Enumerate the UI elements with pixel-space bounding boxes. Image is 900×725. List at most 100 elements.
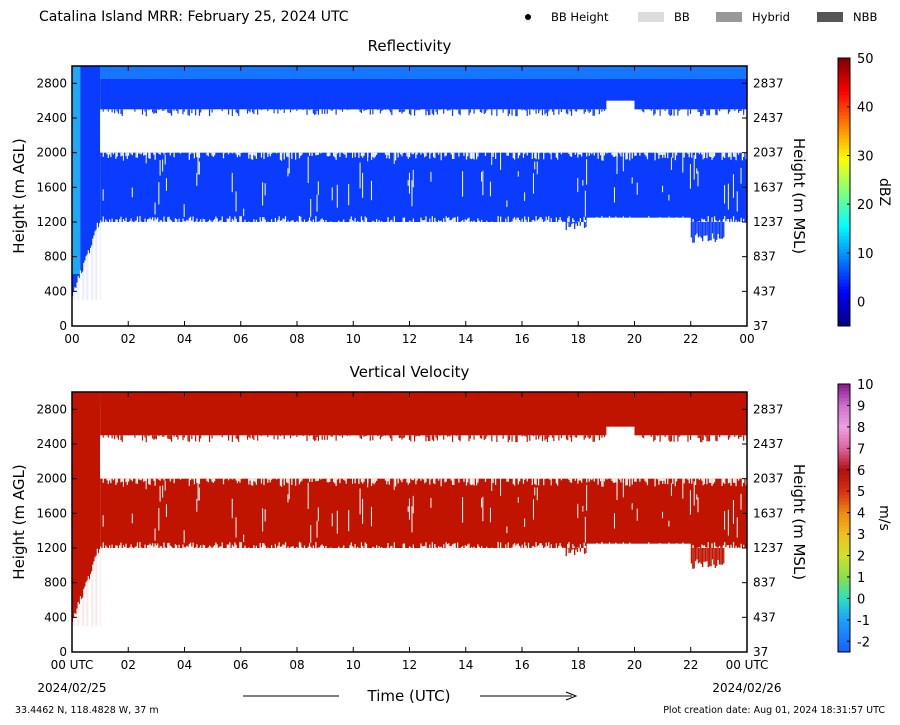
panel-1-colorbar-tick-label: 9 xyxy=(857,399,865,414)
panel-0-texture-streak xyxy=(421,219,423,222)
panel-0-texture-streak xyxy=(167,109,169,113)
legend-label-hybrid: Hybrid xyxy=(752,10,790,24)
panel-0-texture-streak xyxy=(120,216,122,222)
panel-0-echo-gap-3 xyxy=(586,217,691,240)
panel-1-texture-streak xyxy=(473,478,475,486)
panel-0-texture-streak xyxy=(408,172,410,194)
panel-0-colorbar-segment xyxy=(838,125,850,129)
panel-1-texture-streak xyxy=(696,494,698,500)
panel-0-texture-streak xyxy=(362,220,364,222)
panel-1-texture-streak xyxy=(446,543,449,548)
panel-1-texture-streak xyxy=(568,548,570,554)
panel-1-texture-streak xyxy=(571,548,573,551)
panel-0-texture-streak xyxy=(317,109,320,115)
panel-1-texture-streak xyxy=(121,435,123,443)
panel-0-texture-streak xyxy=(435,221,437,222)
panel-1-texture-streak xyxy=(238,478,240,482)
panel-0-texture-streak xyxy=(308,109,311,111)
panel-0-texture-streak xyxy=(276,152,278,154)
panel-0-colorbar-segment xyxy=(838,101,850,106)
panel-1-texture-streak xyxy=(582,505,584,512)
panel-0-texture-streak xyxy=(384,152,387,155)
panel-0-texture-streak xyxy=(135,152,137,158)
panel-1-texture-streak xyxy=(401,478,403,483)
panel-0-colorbar-tick-label: 30 xyxy=(857,149,874,164)
panel-1-texture-streak xyxy=(717,548,719,560)
panel-1-texture-streak xyxy=(729,478,731,483)
panel-0-texture-streak xyxy=(707,222,709,242)
panel-1-texture-streak xyxy=(660,546,662,548)
panel-0-texture-streak xyxy=(699,222,701,237)
panel-0-texture-streak xyxy=(106,152,108,155)
panel-1-texture-streak xyxy=(689,546,692,548)
panel-0-texture-streak xyxy=(154,202,156,215)
panel-1-texture-streak xyxy=(301,478,303,481)
panel-0-colorbar-segment xyxy=(838,74,850,79)
panel-1-texture-streak xyxy=(376,478,378,481)
panel-0-texture-streak xyxy=(171,220,173,222)
panel-0-texture-streak xyxy=(343,219,345,222)
panel-1-y-right-tick-label: 837 xyxy=(753,576,776,590)
panel-1-x-tick-label: 00 UTC xyxy=(726,658,769,672)
panel-1-colorbar-segment xyxy=(838,481,850,485)
panel-0-texture-streak xyxy=(208,219,211,222)
panel-1-texture-streak xyxy=(125,543,127,548)
panel-1-texture-streak xyxy=(653,546,655,548)
panel-1-texture-streak xyxy=(484,435,487,439)
panel-0-colorbar-segment xyxy=(838,265,850,270)
panel-0-texture-streak xyxy=(636,182,638,195)
panel-0-texture-streak xyxy=(235,109,237,113)
panel-1-texture-streak xyxy=(235,517,237,538)
panel-0-texture-streak xyxy=(450,219,452,222)
panel-0-texture-streak xyxy=(700,222,702,238)
panel-0-texture-streak xyxy=(711,222,714,234)
panel-1-texture-streak xyxy=(354,543,356,548)
panel-1-texture-streak xyxy=(105,545,107,548)
panel-1-texture-streak xyxy=(495,478,497,485)
panel-1-texture-streak xyxy=(724,511,726,530)
panel-0-texture-streak xyxy=(287,168,289,177)
panel-0-texture-streak xyxy=(374,152,376,157)
panel-1-texture-streak xyxy=(402,543,404,548)
panel-1-texture-streak xyxy=(122,545,125,548)
panel-1-texture-streak xyxy=(473,435,475,440)
panel-0-texture-streak xyxy=(538,219,540,222)
panel-0-texture-streak xyxy=(727,152,730,158)
panel-1-texture-streak xyxy=(639,478,641,482)
panel-1-texture-streak xyxy=(707,435,709,442)
panel-1-texture-streak xyxy=(387,478,389,482)
panel-1-texture-streak xyxy=(359,488,361,515)
panel-1-texture-streak xyxy=(320,478,322,480)
panel-0-texture-streak xyxy=(539,109,541,111)
panel-1-colorbar-segment xyxy=(838,628,850,633)
panel-1-texture-streak xyxy=(631,503,633,510)
panel-1-texture-streak xyxy=(469,435,471,439)
panel-0-texture-streak xyxy=(279,220,282,222)
panel-0-texture-streak xyxy=(507,216,509,222)
panel-1-texture-streak xyxy=(634,478,636,482)
panel-0-colorbar-segment xyxy=(838,255,850,260)
panel-1-texture-streak xyxy=(534,487,536,496)
panel-0-texture-streak xyxy=(565,222,567,231)
panel-0-texture-streak xyxy=(431,109,433,114)
panel-0-colorbar-segment xyxy=(838,141,850,146)
panel-0-texture-streak xyxy=(516,217,518,222)
panel-1-texture-streak xyxy=(317,507,319,521)
panel-0-texture-streak xyxy=(648,216,650,222)
panel-1-texture-streak xyxy=(521,544,523,548)
panel-0-texture-streak xyxy=(606,152,608,154)
panel-0-texture-streak xyxy=(707,216,709,222)
panel-1-texture-streak xyxy=(339,478,341,484)
panel-1-texture-streak xyxy=(255,478,257,485)
panel-0-colorbar-segment xyxy=(838,145,850,149)
panel-1-texture-streak xyxy=(558,545,560,548)
panel-0-texture-streak xyxy=(210,220,212,222)
panel-0-texture-streak xyxy=(393,139,395,164)
panel-1-colorbar-tick-label: 1 xyxy=(857,571,865,586)
panel-1-texture-streak xyxy=(707,542,709,548)
panel-0-texture-streak xyxy=(667,152,669,159)
panel-0-texture-streak xyxy=(570,152,573,157)
panel-1-texture-streak xyxy=(267,435,269,438)
panel-1-texture-streak xyxy=(75,613,77,652)
panel-0-texture-streak xyxy=(505,218,507,222)
